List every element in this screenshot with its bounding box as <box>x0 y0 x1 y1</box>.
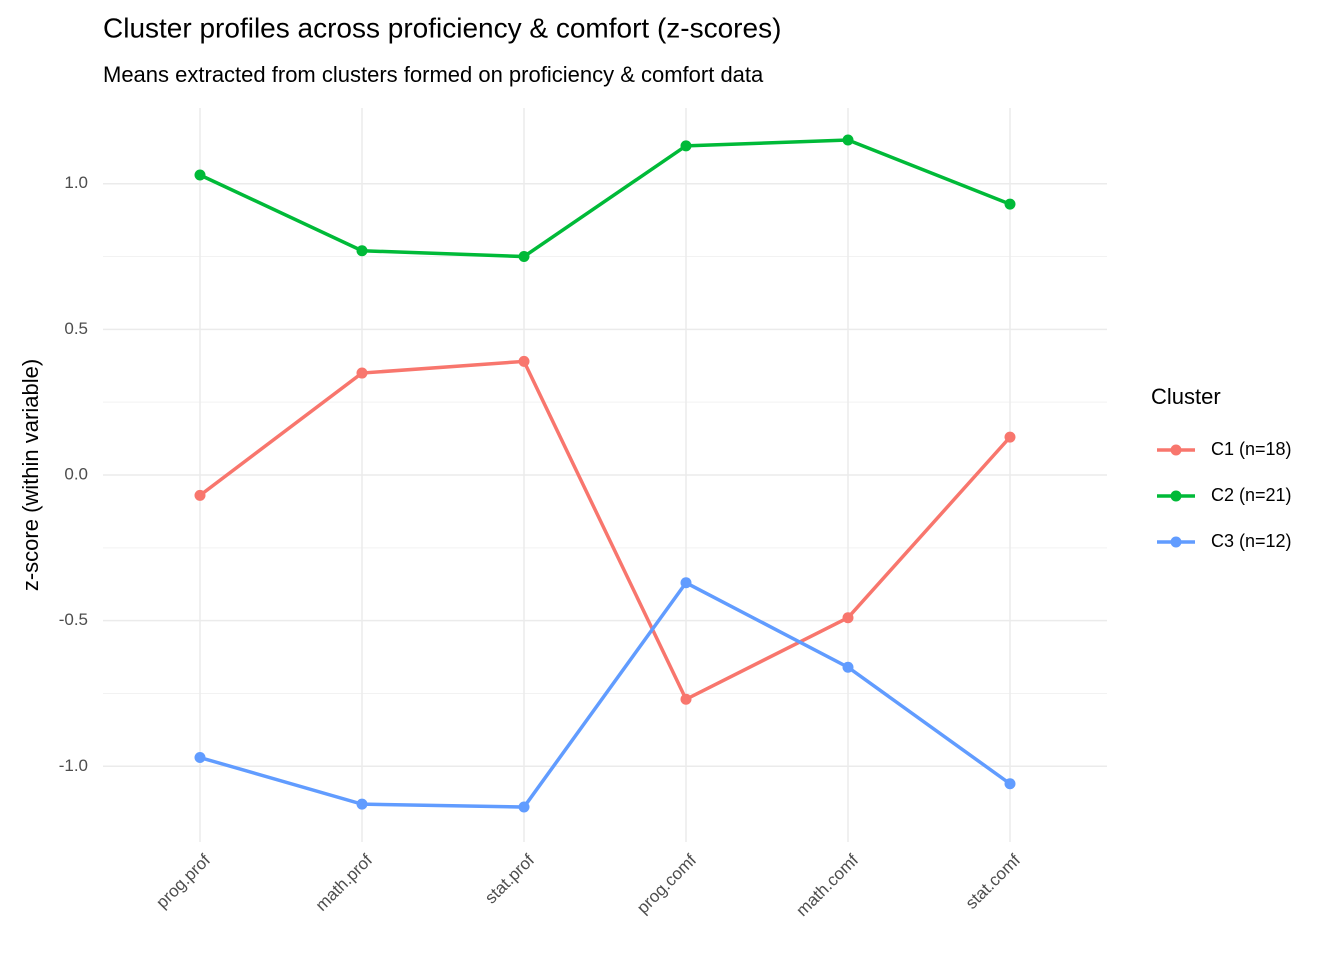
y-axis-title: z-score (within variable) <box>18 359 43 591</box>
point <box>1004 431 1016 443</box>
point <box>680 577 692 589</box>
legend-point <box>1170 490 1182 502</box>
point <box>518 251 530 263</box>
point <box>518 801 530 813</box>
point <box>842 612 854 624</box>
point <box>194 752 206 764</box>
legend-title: Cluster <box>1151 384 1221 409</box>
series-line <box>199 580 1012 809</box>
x-tick-label: prog.prof <box>152 850 214 912</box>
point <box>680 140 692 152</box>
y-tick-label: -0.5 <box>59 610 88 629</box>
y-tick-label: -1.0 <box>59 756 88 775</box>
point <box>680 693 692 705</box>
x-tick-label: stat.prof <box>481 850 538 907</box>
point <box>356 798 368 810</box>
series-line <box>199 138 1011 259</box>
legend-point <box>1170 536 1182 548</box>
x-tick-label: math.comf <box>792 850 862 920</box>
point <box>194 489 206 501</box>
point <box>518 355 530 367</box>
legend-point <box>1170 444 1182 456</box>
chart-title: Cluster profiles across proficiency & co… <box>103 12 781 43</box>
y-tick-label: 0.0 <box>64 464 88 483</box>
series-line <box>198 359 1012 702</box>
point <box>1004 778 1016 790</box>
point <box>842 661 854 673</box>
x-tick-label: math.prof <box>312 850 376 914</box>
y-tick-label: 0.5 <box>64 319 88 338</box>
legend-label: C2 (n=21) <box>1211 485 1292 505</box>
point <box>1004 198 1016 210</box>
point <box>356 367 368 379</box>
legend-label: C1 (n=18) <box>1211 439 1292 459</box>
x-tick-label: stat.comf <box>962 850 1024 912</box>
point <box>842 134 854 146</box>
y-tick-label: 1.0 <box>64 173 88 192</box>
point <box>356 245 368 257</box>
chart-subtitle: Means extracted from clusters formed on … <box>103 62 764 87</box>
x-tick-label: prog.comf <box>633 850 700 917</box>
legend-label: C3 (n=12) <box>1211 531 1292 551</box>
point <box>194 169 206 181</box>
